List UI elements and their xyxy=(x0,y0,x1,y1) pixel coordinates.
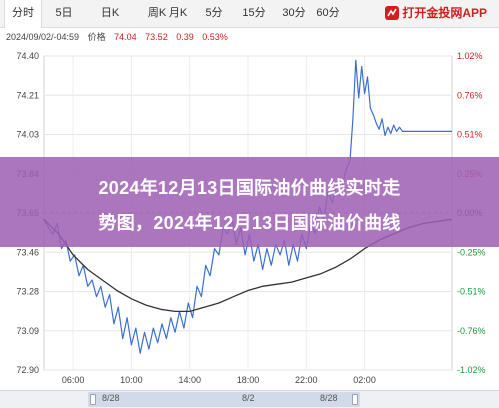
y-right-tick-label: 0.51% xyxy=(457,130,483,140)
navigator-left-date: 8/28 xyxy=(102,393,120,403)
tab-monthly-k[interactable]: 月K xyxy=(168,7,188,19)
y-right-tick-label: -0.25% xyxy=(457,247,486,257)
y-left-tick-label: 73.46 xyxy=(16,247,39,257)
x-tick-label: 06:00 xyxy=(62,375,85,385)
y-left-tick-label: 74.21 xyxy=(16,90,39,100)
x-tick-label: 02:00 xyxy=(353,375,376,385)
tab-intraday[interactable]: 分时 xyxy=(4,0,42,28)
price-line xyxy=(43,59,452,354)
y-left-tick-label: 74.40 xyxy=(16,51,39,61)
navigator-right-date: 8/28 xyxy=(320,393,338,403)
x-tick-label: 18:00 xyxy=(237,375,260,385)
y-left-tick-label: 72.90 xyxy=(16,365,39,375)
tab-daily-k[interactable]: 日K xyxy=(100,7,120,19)
period-tabs: 分时 5日 日K 周K 月K 5分 15分 30分 60分 打开金投网APP xyxy=(0,0,499,28)
banner-line-2: 势图，2024年12月13日国际油价曲线 xyxy=(98,213,401,233)
y-right-tick-label: -0.51% xyxy=(457,287,486,297)
navigator-left-handle[interactable] xyxy=(90,394,96,405)
quote-price-label: 价格 xyxy=(87,32,106,42)
y-right-tick-label: -1.02% xyxy=(457,365,486,375)
tab-5min[interactable]: 5分 xyxy=(205,7,223,19)
y-left-tick-label: 73.09 xyxy=(16,326,39,336)
navigator-mid-date: 8/2 xyxy=(242,393,255,403)
x-axis: 06:00 10:00 14:00 18:00 22:00 02:00 xyxy=(62,375,376,385)
quote-change-percent: 0.53% xyxy=(202,32,228,42)
tab-5day[interactable]: 5日 xyxy=(55,7,73,19)
tab-30min[interactable]: 30分 xyxy=(282,7,306,19)
x-tick-label: 22:00 xyxy=(295,375,318,385)
quote-change-amount: 0.39 xyxy=(176,32,194,42)
app-logo-icon xyxy=(385,6,400,20)
quote-price: 74.04 xyxy=(114,32,137,42)
y-right-tick-label: 1.02% xyxy=(457,51,483,61)
y-left-tick-label: 73.28 xyxy=(16,287,39,297)
open-app-label: 打开金投网APP xyxy=(402,6,487,20)
quote-datetime: 2024/09/02/-04:59 xyxy=(6,32,80,42)
x-tick-label: 10:00 xyxy=(120,375,143,385)
navigator-window[interactable] xyxy=(88,392,360,407)
time-navigator[interactable]: 8/28 8/2 8/28 xyxy=(0,390,499,408)
y-right-tick-label: -0.76% xyxy=(457,326,486,336)
x-tick-label: 14:00 xyxy=(178,375,201,385)
banner-line-1: 2024年12月13日国际油价曲线实时走 xyxy=(98,178,401,198)
quote-change: 73.52 xyxy=(145,32,168,42)
tab-15min[interactable]: 15分 xyxy=(242,7,266,19)
tab-weekly-k[interactable]: 周K xyxy=(147,7,167,19)
quote-info-line: 2024/09/02/-04:59 价格 74.04 73.52 0.39 0.… xyxy=(0,28,499,46)
y-left-tick-label: 74.03 xyxy=(16,130,39,140)
title-banner: 2024年12月13日国际油价曲线实时走 势图，2024年12月13日国际油价曲… xyxy=(0,157,499,247)
y-right-tick-label: 0.76% xyxy=(457,90,483,100)
navigator-right-handle[interactable] xyxy=(352,394,358,405)
open-app-link[interactable]: 打开金投网APP xyxy=(385,0,487,27)
tab-60min[interactable]: 60分 xyxy=(316,7,340,19)
